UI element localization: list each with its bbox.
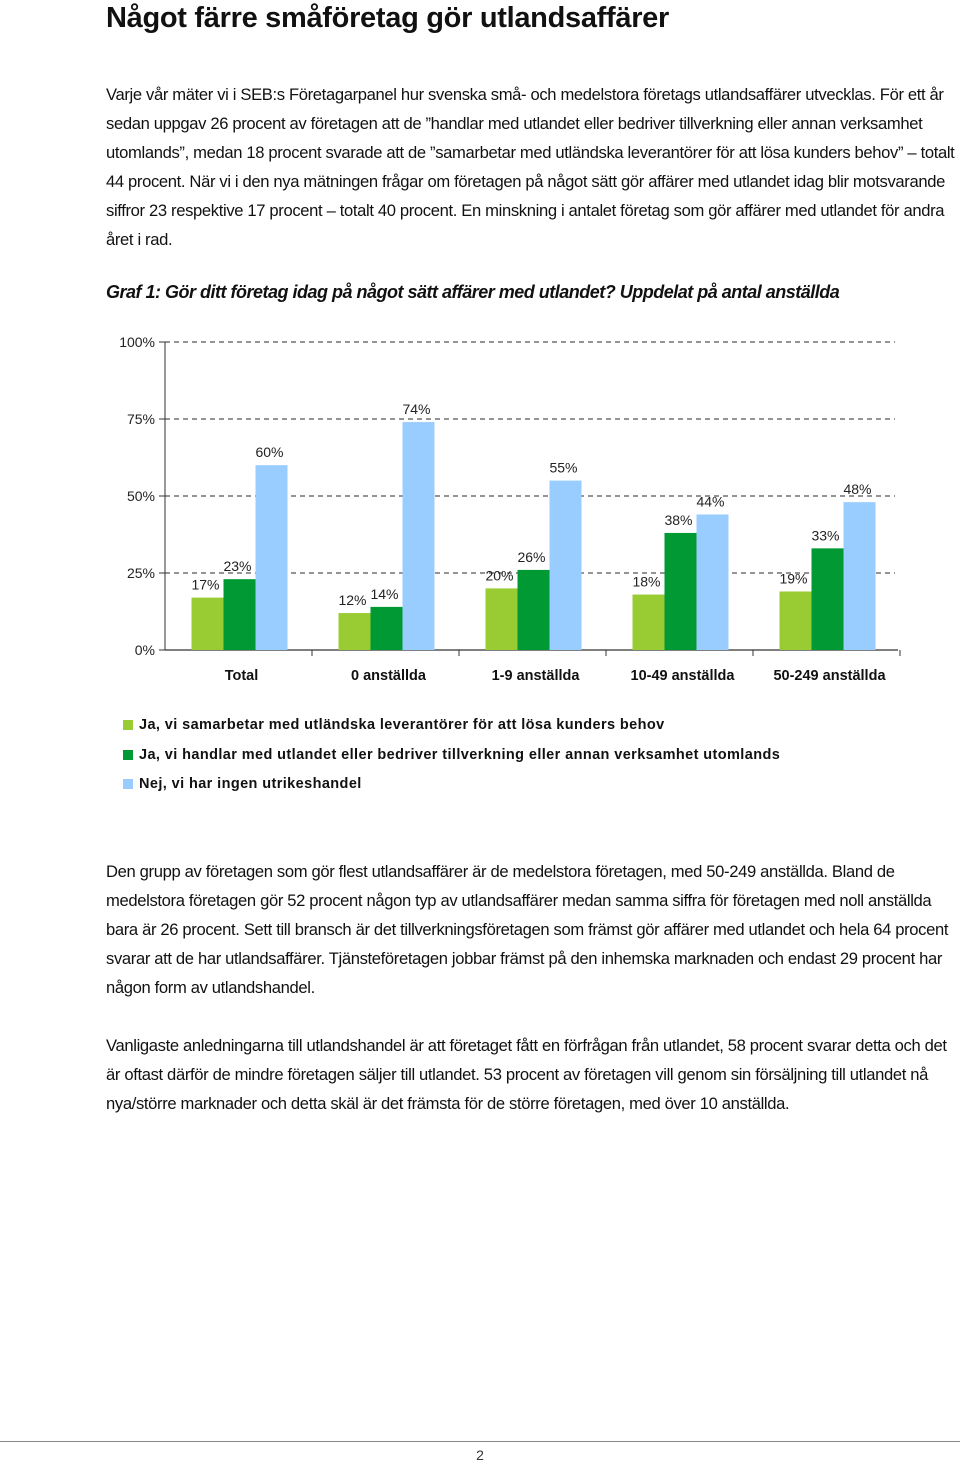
x-category-label: 10-49 anställda: [631, 668, 736, 684]
y-tick-label: 50%: [127, 488, 155, 504]
bar-no-trade: [843, 502, 876, 650]
bar-value-label: 20%: [485, 567, 513, 583]
intro-paragraph: Varje vår mäter vi i SEB:s Företagarpane…: [106, 85, 955, 249]
bar-trade: [664, 532, 697, 650]
legend-item-trade: Ja, vi handlar med utlandet eller bedriv…: [123, 744, 943, 774]
footer-rule: [0, 1441, 960, 1442]
bar-value-label: 19%: [779, 570, 807, 586]
bar-no-trade: [696, 514, 729, 650]
chart-bars: [191, 422, 876, 650]
bar-trade: [223, 579, 256, 650]
chart-value-labels: 17%23% 60% 12% 14% 74% 20%26% 55% 18% 38%44% 19% 3…: [191, 401, 871, 608]
legend-swatch: [123, 779, 133, 789]
x-category-label: Total: [225, 668, 259, 684]
bar-suppliers: [779, 591, 812, 650]
legend-swatch: [123, 749, 133, 760]
bar-value-label: 18%: [632, 574, 660, 590]
page-number: 2: [476, 1447, 484, 1463]
x-category-label: 0 anställda: [351, 668, 427, 684]
bar-value-label: 17%: [191, 577, 219, 593]
y-tick-label: 25%: [127, 565, 155, 581]
x-category-label: 50-249 anställda: [773, 668, 886, 684]
bar-no-trade: [402, 422, 435, 650]
bar-value-label: 26%: [517, 549, 545, 565]
y-tick-label: 0%: [135, 642, 155, 658]
bar-value-label: 38%: [664, 512, 692, 528]
bar-value-label: 12%: [338, 592, 366, 608]
bar-suppliers: [191, 597, 224, 650]
page-title: Något färre småföretag gör utlandsaffäre…: [106, 2, 669, 34]
y-tick-label: 75%: [127, 411, 155, 427]
bar-value-label: 44%: [696, 493, 724, 509]
bar-no-trade: [549, 480, 582, 650]
bar-value-label: 23%: [223, 558, 251, 574]
bar-value-label: 60%: [255, 444, 283, 460]
bar-value-label: 33%: [811, 527, 839, 543]
bar-no-trade: [255, 465, 288, 650]
legend-item-no-trade: Nej, vi har ingen utrikeshandel: [123, 773, 943, 803]
legend-label: Ja, vi handlar med utlandet eller bedriv…: [139, 746, 781, 763]
bar-value-label: 74%: [402, 401, 430, 417]
bar-suppliers: [338, 613, 371, 650]
bar-trade: [370, 606, 403, 650]
x-category-label: 1-9 anställda: [492, 668, 581, 684]
legend-label: Nej, vi har ingen utrikeshandel: [139, 776, 362, 792]
chart-legend: Ja, vi samarbetar med utländska leverant…: [123, 714, 943, 803]
bar-value-label: 48%: [843, 481, 871, 497]
bar-value-label: 55%: [549, 460, 577, 476]
bar-suppliers: [632, 594, 665, 650]
bar-value-label: 14%: [370, 586, 398, 602]
graph-title: Graf 1: Gör ditt företag idag på något s…: [106, 282, 840, 302]
bar-trade: [811, 548, 844, 650]
y-tick-label: 100%: [119, 334, 155, 350]
legend-item-suppliers: Ja, vi samarbetar med utländska leverant…: [123, 714, 943, 744]
legend-swatch: [123, 720, 133, 730]
body-paragraph-reasons: Vanligaste anledningarna till utlandshan…: [106, 1036, 947, 1113]
body-paragraph-size: Den grupp av företagen som gör flest utl…: [106, 862, 949, 997]
bar-trade: [517, 569, 550, 650]
bar-chart: 0% 25% 50% 75% 100% Total 0 anställda 1-9 anstä…: [119, 334, 901, 684]
legend-label: Ja, vi samarbetar med utländska leverant…: [139, 717, 665, 733]
bar-suppliers: [485, 588, 518, 650]
